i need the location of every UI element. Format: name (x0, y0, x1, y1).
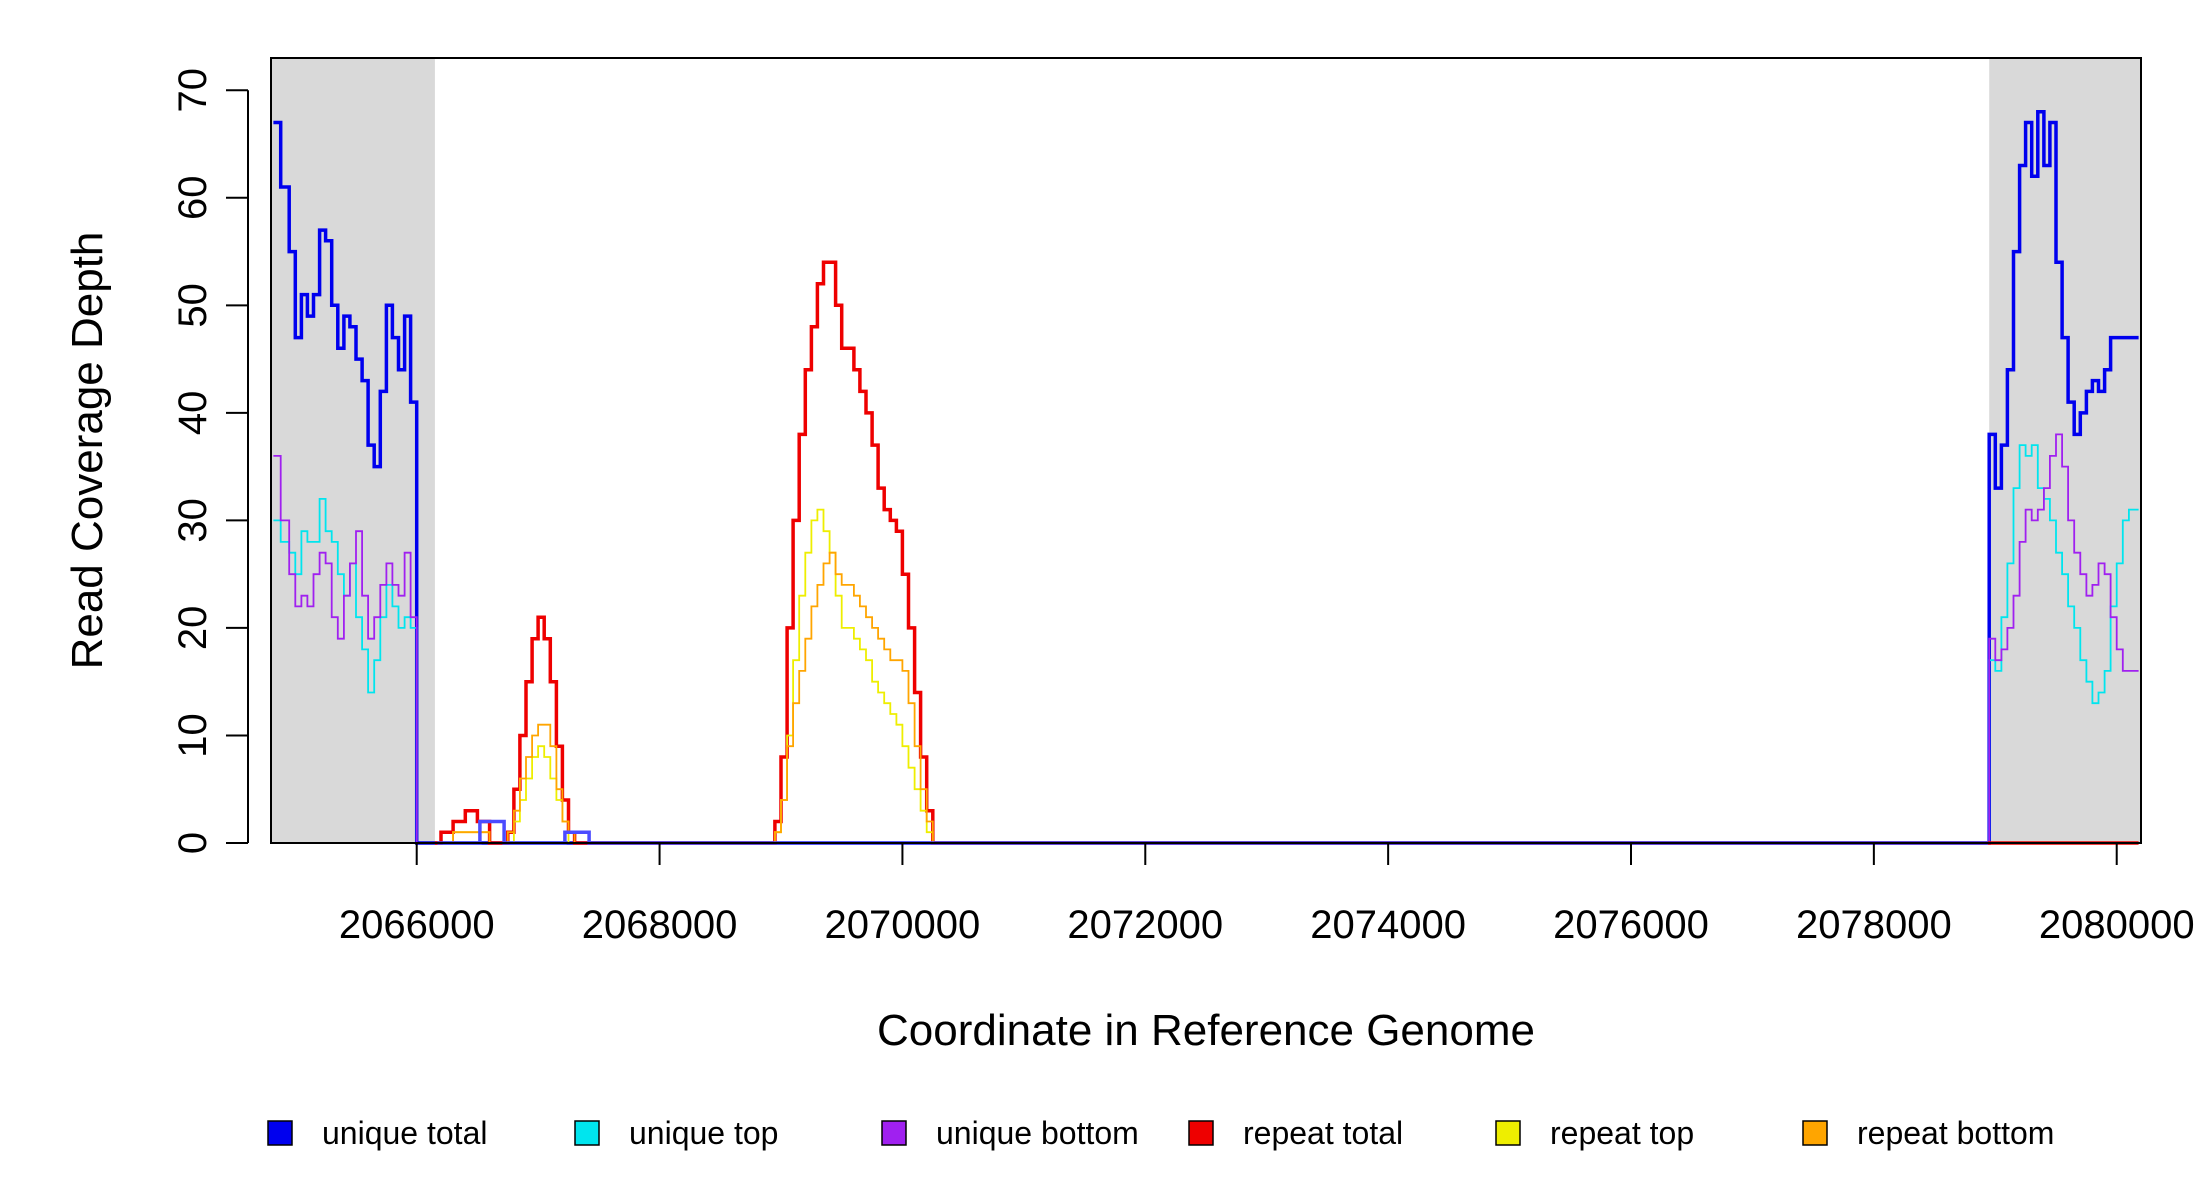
y-tick-label: 0 (171, 832, 215, 854)
legend-swatch-repeat-top (1495, 1120, 1521, 1146)
x-tick-label: 2078000 (1796, 903, 1952, 947)
x-tick-label: 2068000 (582, 903, 738, 947)
legend-label-unique-bottom: unique bottom (936, 1115, 1139, 1151)
y-tick-label: 10 (171, 713, 215, 758)
series-line-unique-top (273, 444, 2139, 844)
y-tick-label: 30 (171, 498, 215, 543)
legend-swatch-unique-total (267, 1120, 293, 1146)
legend-label-repeat-bottom: repeat bottom (1857, 1115, 2054, 1151)
legend-label-unique-total: unique total (322, 1115, 487, 1151)
y-tick-label: 70 (171, 68, 215, 113)
series-line-repeat-bottom (434, 551, 2139, 844)
x-tick-label: 2076000 (1553, 903, 1709, 947)
x-axis-title: Coordinate in Reference Genome (877, 1006, 1535, 1055)
x-tick-label: 2066000 (339, 903, 495, 947)
y-axis: 0 10 20 30 40 50 60 70 (171, 68, 249, 854)
legend-swatch-unique-top (574, 1120, 600, 1146)
legend-label-unique-top: unique top (629, 1115, 778, 1151)
shaded-region-2 (1989, 58, 2141, 843)
x-tick-label: 2072000 (1067, 903, 1223, 947)
series-lines (273, 110, 2139, 845)
legend-label-repeat-top: repeat top (1550, 1115, 1694, 1151)
y-tick-label: 50 (171, 283, 215, 328)
legend-label-repeat-total: repeat total (1243, 1115, 1403, 1151)
shaded-regions (271, 58, 2141, 843)
x-tick-label: 2070000 (825, 903, 981, 947)
y-axis-title: Read Coverage Depth (63, 232, 112, 670)
y-tick-label: 60 (171, 176, 215, 221)
shaded-region-1 (271, 58, 435, 843)
series-line-unique-total (273, 110, 2139, 845)
legend-swatch-repeat-bottom (1802, 1120, 1828, 1146)
x-tick-label: 2074000 (1310, 903, 1466, 947)
plot-frame (270, 57, 2142, 844)
legend: unique total unique top unique bottom repea… (267, 1115, 2054, 1151)
series-line-unique-bottom (273, 433, 2139, 844)
series-line-unique-small-features (437, 819, 1988, 845)
y-tick-label: 40 (171, 391, 215, 436)
x-tick-label: 2080000 (2039, 903, 2195, 947)
y-tick-label: 20 (171, 606, 215, 651)
x-axis: 2066000 2068000 2070000 2072000 2074000 20760… (339, 843, 2195, 947)
legend-swatch-repeat-total (1188, 1120, 1214, 1146)
legend-swatch-unique-bottom (881, 1120, 907, 1146)
series-line-repeat-total (434, 260, 2139, 845)
series-line-repeat-top (434, 508, 2139, 844)
